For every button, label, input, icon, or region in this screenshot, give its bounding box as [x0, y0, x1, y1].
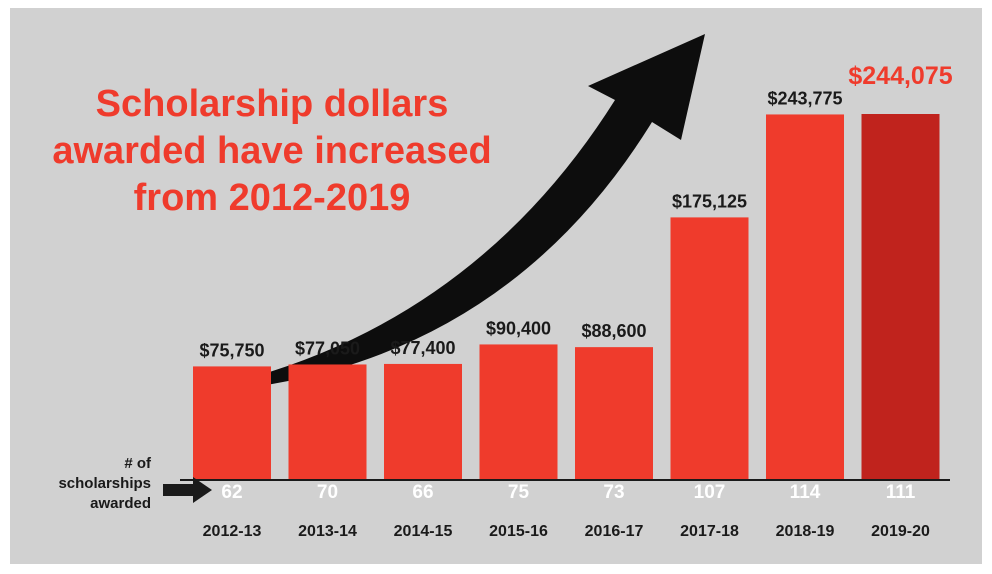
count-label-line-3: awarded — [90, 495, 151, 512]
category-label-2019-20: 2019-20 — [871, 523, 930, 540]
title-line-3: from 2012-2019 — [134, 177, 411, 219]
value-label-2012-13: $75,750 — [199, 340, 264, 360]
count-label-2016-17: 73 — [603, 482, 624, 503]
category-label-2014-15: 2014-15 — [394, 523, 453, 540]
count-axis-label: # of scholarships awarded — [58, 455, 152, 512]
count-label-2012-13: 62 — [221, 482, 242, 503]
value-label-2015-16: $90,400 — [486, 318, 551, 338]
value-label-2013-14: $77,050 — [295, 338, 360, 358]
count-label-2017-18: 107 — [694, 482, 726, 503]
category-label-2018-19: 2018-19 — [776, 523, 835, 540]
count-label-2018-19: 114 — [790, 482, 821, 503]
bar-2018-19 — [766, 114, 844, 480]
bar-2016-17 — [575, 347, 653, 480]
bar-2015-16 — [479, 344, 558, 480]
title-line-1: Scholarship dollars — [96, 83, 449, 125]
title-line-2: awarded have increased — [52, 130, 491, 172]
value-label-2018-19: $243,775 — [767, 88, 842, 108]
count-label-2014-15: 66 — [412, 482, 433, 503]
chart-title: Scholarship dollars awarded have increas… — [52, 83, 491, 219]
category-label-2013-14: 2013-14 — [298, 523, 357, 540]
count-labels-group: 62 70 66 75 73 107 114 111 — [221, 482, 915, 503]
category-label-2012-13: 2012-13 — [203, 523, 262, 540]
bar-2013-14 — [288, 364, 367, 480]
bar-2017-18 — [670, 217, 749, 480]
bar-2012-13 — [193, 366, 271, 480]
value-label-2016-17: $88,600 — [581, 321, 646, 341]
bars-group — [193, 114, 940, 480]
value-label-2014-15: $77,400 — [390, 338, 455, 358]
value-label-2019-20: $244,075 — [848, 62, 952, 90]
value-label-2017-18: $175,125 — [672, 191, 747, 211]
count-label-2019-20: 111 — [886, 482, 916, 503]
category-labels-group: 2012-13 2013-14 2014-15 2015-16 2016-17 2017-… — [203, 523, 930, 540]
category-label-2016-17: 2016-17 — [585, 523, 644, 540]
category-label-2017-18: 2017-18 — [680, 523, 739, 540]
category-label-2015-16: 2015-16 — [489, 523, 548, 540]
count-label-line-1: # of — [124, 455, 152, 472]
count-label-2015-16: 75 — [508, 482, 530, 503]
bar-2019-20 — [861, 114, 940, 480]
count-label-line-2: scholarships — [58, 475, 151, 492]
count-label-2013-14: 70 — [317, 482, 338, 503]
value-labels-group: $75,750 $77,050 $77,400 $90,400 $88,600 $175,… — [199, 62, 952, 360]
pointer-arrow-icon — [163, 477, 212, 503]
trend-arrow-icon — [210, 34, 705, 392]
bar-2014-15 — [384, 363, 462, 480]
